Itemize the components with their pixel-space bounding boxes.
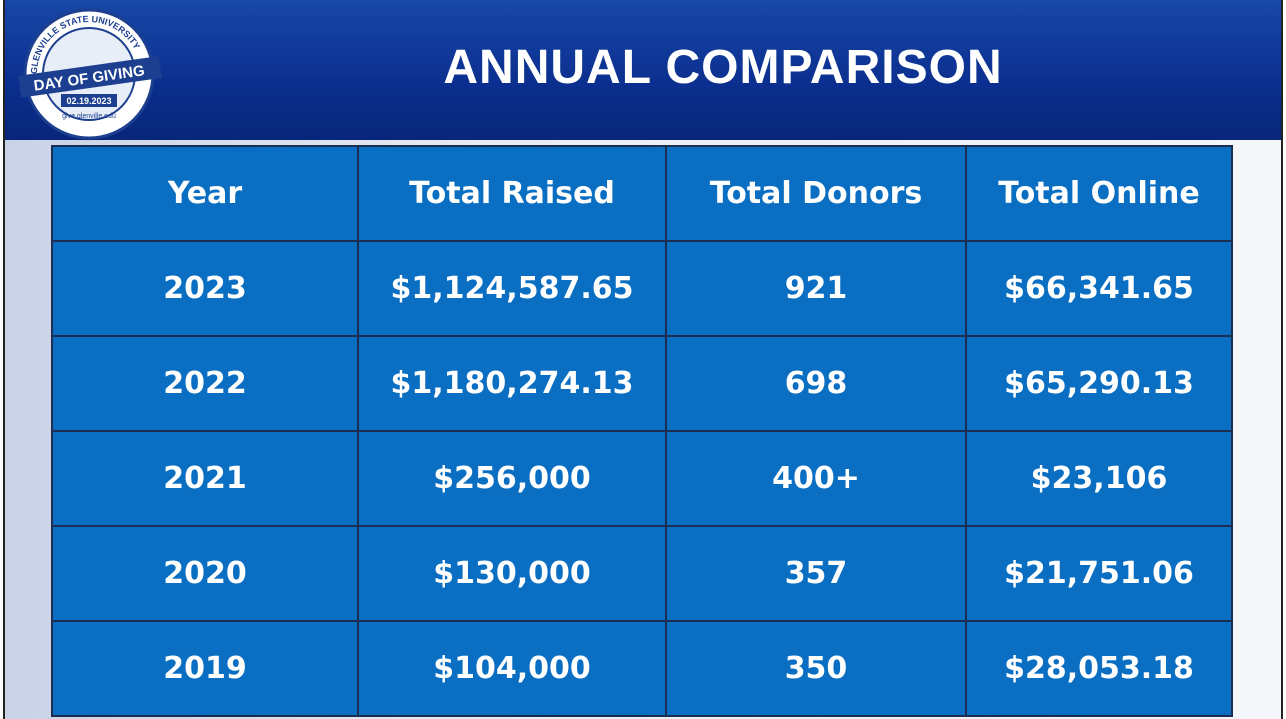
table-cell: 2019 [51, 620, 359, 717]
table-cell: $256,000 [357, 430, 667, 527]
header-bar [5, 0, 1281, 140]
table-cell: $130,000 [357, 525, 667, 622]
table-cell: 2023 [51, 240, 359, 337]
table-row: 2023 $1,124,587.65 921 $66,341.65 [51, 240, 1233, 337]
column-header: Total Raised [357, 145, 667, 242]
table-cell: 2020 [51, 525, 359, 622]
slide: GLENVILLE STATE UNIVERSITY DAY OF GIVING… [3, 0, 1283, 719]
table-cell: 357 [665, 525, 967, 622]
table-cell: 2022 [51, 335, 359, 432]
logo-date: 02.19.2023 [66, 96, 111, 106]
comparison-table: Year Total Raised Total Donors Total Online… [51, 145, 1233, 717]
table-cell: $66,341.65 [965, 240, 1233, 337]
table-cell: 921 [665, 240, 967, 337]
column-header: Total Online [965, 145, 1233, 242]
header-row: Year Total Raised Total Donors Total Online [51, 145, 1233, 242]
column-header: Total Donors [665, 145, 967, 242]
logo: GLENVILLE STATE UNIVERSITY DAY OF GIVING… [18, 8, 162, 140]
table-cell: $1,124,587.65 [357, 240, 667, 337]
table-cell: $65,290.13 [965, 335, 1233, 432]
table-cell: $104,000 [357, 620, 667, 717]
logo-url: give.glenville.edu [62, 113, 116, 120]
column-header: Year [51, 145, 359, 242]
table-cell: 350 [665, 620, 967, 717]
table-cell: $1,180,274.13 [357, 335, 667, 432]
title: ANNUAL COMPARISON [443, 41, 1003, 94]
table-row: 2019 $104,000 350 $28,053.18 [51, 620, 1233, 717]
table-row: 2021 $256,000 400+ $23,106 [51, 430, 1233, 527]
table-cell: $21,751.06 [965, 525, 1233, 622]
table-cell: $23,106 [965, 430, 1233, 527]
table-cell: 698 [665, 335, 967, 432]
table-row: 2020 $130,000 357 $21,751.06 [51, 525, 1233, 622]
table-cell: 2021 [51, 430, 359, 527]
table-row: 2022 $1,180,274.13 698 $65,290.13 [51, 335, 1233, 432]
table-cell: 400+ [665, 430, 967, 527]
table-cell: $28,053.18 [965, 620, 1233, 717]
